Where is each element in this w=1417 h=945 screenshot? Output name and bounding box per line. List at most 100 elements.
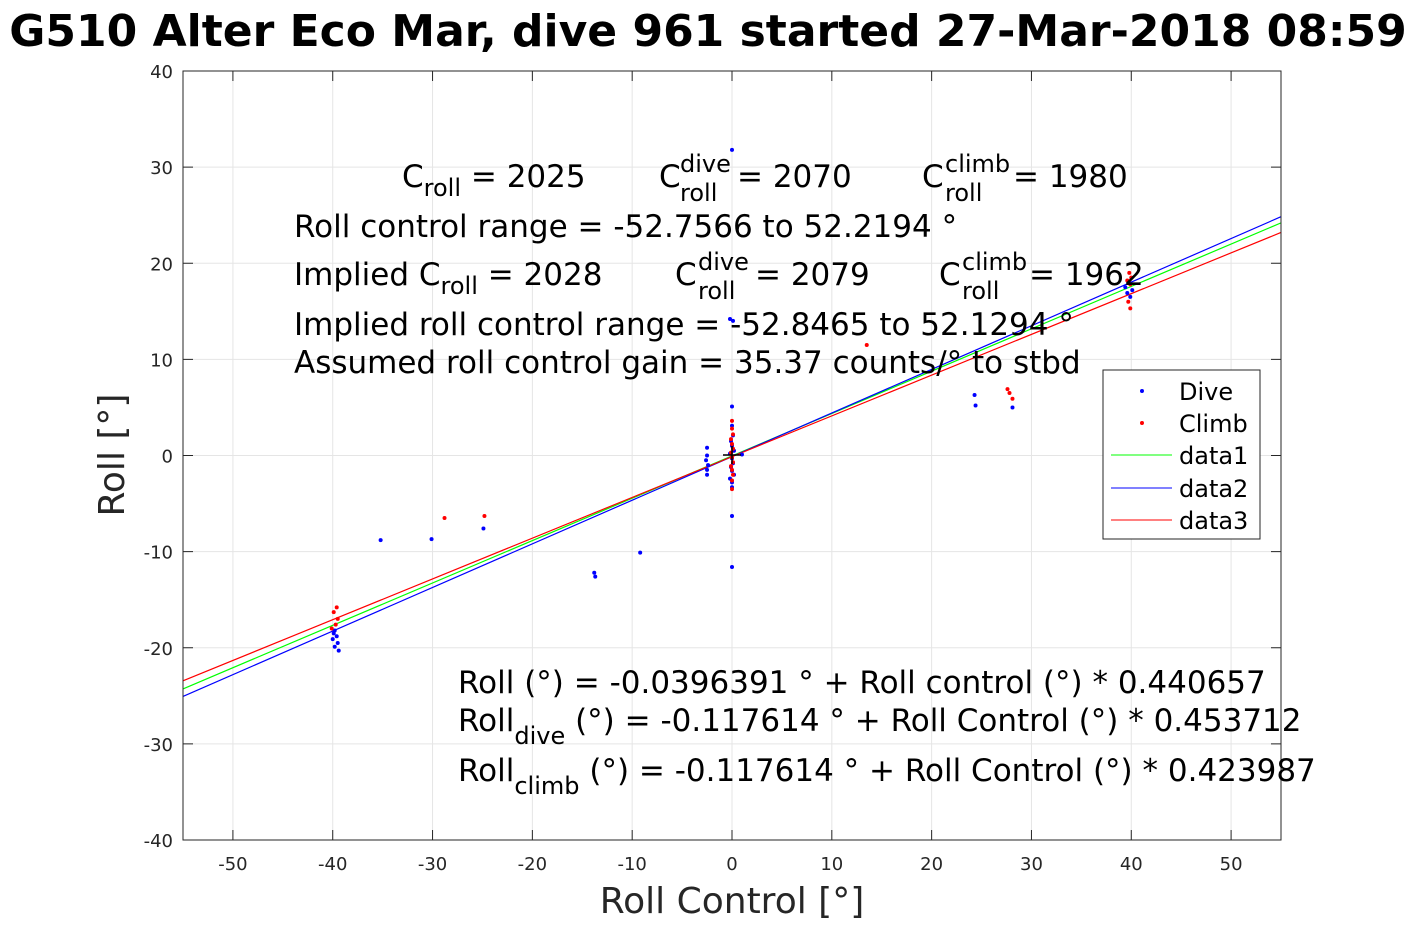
eq3-post: (°) = -0.117614 ° + Roll Control (°) * 0…	[580, 753, 1316, 789]
climb-point	[730, 432, 735, 437]
y-tick-label: 20	[150, 254, 173, 275]
legend-dive-label: Dive	[1179, 378, 1233, 406]
x-tick-label: -20	[518, 854, 547, 875]
data-points	[329, 147, 1135, 653]
dive-point	[705, 472, 710, 477]
dive-point	[638, 550, 643, 555]
dive-point	[332, 644, 337, 649]
legend-dive-marker	[1140, 389, 1144, 393]
legend-climb-marker	[1140, 421, 1144, 425]
dive-point	[728, 317, 733, 322]
legend: Dive Climb data1 data2 data3	[1102, 369, 1261, 540]
eq3-pre: Roll	[458, 753, 514, 789]
x-tick-label: -30	[418, 854, 447, 875]
dive-point	[705, 453, 710, 458]
climb-point	[1005, 387, 1010, 392]
cdive-sup: dive	[680, 150, 731, 178]
cclimb-sup: climb	[945, 150, 1010, 178]
climb-point	[730, 426, 734, 431]
annotation-range: Roll control range = -52.7566 to 52.2194…	[294, 209, 957, 245]
y-axis-label: Roll [°]	[92, 394, 133, 517]
climb-point	[1128, 306, 1133, 311]
dive-point	[593, 574, 598, 579]
cdive-symbol: C	[659, 159, 681, 195]
y-tick-label: -20	[144, 639, 173, 660]
climb-point	[331, 610, 336, 615]
climb-point	[730, 467, 734, 472]
climb-point	[729, 464, 734, 469]
legend-data3-label: data3	[1179, 507, 1248, 535]
dive-point	[730, 147, 734, 152]
climb-point	[1126, 299, 1131, 304]
climb-point	[334, 605, 339, 610]
dive-point	[481, 526, 486, 531]
x-tick-label: -50	[218, 854, 247, 875]
annotation-croll-dive: C	[659, 159, 681, 195]
climb-point	[730, 478, 734, 483]
climb-point	[730, 418, 734, 423]
climb-point	[329, 626, 334, 631]
dive-point	[1125, 291, 1130, 296]
dive-point	[730, 423, 734, 428]
climb-point	[333, 622, 338, 627]
x-ticks: -50 -40 -30 -20 -10 0 10 20 30 40 50	[218, 71, 1243, 875]
x-axis-label: Roll Control [°]	[600, 881, 865, 922]
x-tick-label: 0	[726, 854, 737, 875]
dive-point	[334, 634, 339, 639]
legend-data2-label: data2	[1179, 475, 1248, 503]
dive-point	[730, 404, 734, 409]
y-tick-label: -40	[144, 831, 173, 852]
dive-point	[730, 514, 734, 519]
implied-sub: roll	[441, 272, 478, 300]
annotation-coefficients: Croll = 2025	[402, 159, 586, 202]
climb-point	[730, 441, 734, 446]
croll-symbol: C	[402, 159, 424, 195]
implied-cdive-sup: dive	[698, 248, 749, 276]
annotation-implied-range: Implied roll control range = -52.8465 to…	[294, 307, 1074, 343]
x-tick-label: 20	[920, 854, 943, 875]
x-tick-label: 10	[820, 854, 843, 875]
x-tick-label: 40	[1120, 854, 1143, 875]
dive-point	[705, 445, 710, 450]
dive-point	[1123, 285, 1128, 290]
implied-cclimb-value: = 1962	[1029, 257, 1144, 293]
climb-point	[730, 472, 735, 477]
equation-roll-climb: Rollclimb (°) = -0.117614 ° + Roll Contr…	[458, 753, 1316, 800]
implied-cdive-value: = 2079	[755, 257, 870, 293]
eq2-post: (°) = -0.117614 ° + Roll Control (°) * 0…	[565, 703, 1301, 739]
climb-point	[442, 515, 447, 520]
eq2-sub: dive	[514, 722, 565, 750]
climb-point	[1010, 396, 1015, 401]
chart-title: G510 Alter Eco Mar, dive 961 started 27-…	[9, 6, 1406, 57]
dive-point	[1128, 294, 1133, 299]
dive-point	[592, 570, 597, 575]
implied-cclimb-sup: climb	[962, 248, 1027, 276]
dive-point	[331, 631, 336, 636]
y-tick-label: 40	[150, 62, 173, 83]
dive-point	[972, 392, 977, 397]
dive-point	[730, 565, 734, 570]
cclimb-sub: roll	[945, 179, 982, 207]
annotation-gain: Assumed roll control gain = 35.37 counts…	[294, 345, 1081, 381]
y-tick-label: 0	[162, 447, 173, 468]
implied-cdive: C	[675, 257, 697, 293]
y-ticks: -40 -30 -20 -10 0 10 20 30 40	[144, 62, 1281, 852]
x-tick-label: -40	[318, 854, 347, 875]
implied-value: = 2028	[478, 257, 603, 293]
climb-point	[335, 616, 340, 621]
x-tick-label: 50	[1220, 854, 1243, 875]
cclimb-value: = 1980	[1013, 159, 1128, 195]
dive-point	[336, 648, 341, 653]
climb-point	[729, 437, 734, 442]
legend-data1-label: data1	[1179, 442, 1248, 470]
x-tick-label: -10	[617, 854, 646, 875]
implied-cdive-sub: roll	[698, 277, 735, 305]
croll-value: = 2025	[461, 159, 586, 195]
legend-climb-label: Climb	[1179, 410, 1248, 438]
y-tick-label: -10	[144, 543, 173, 564]
climb-point	[482, 514, 487, 519]
dive-point	[335, 640, 340, 645]
implied-cclimb-sub: roll	[962, 277, 999, 305]
equation-roll-dive: Rolldive (°) = -0.117614 ° + Roll Contro…	[458, 703, 1302, 750]
climb-point	[1128, 282, 1133, 287]
